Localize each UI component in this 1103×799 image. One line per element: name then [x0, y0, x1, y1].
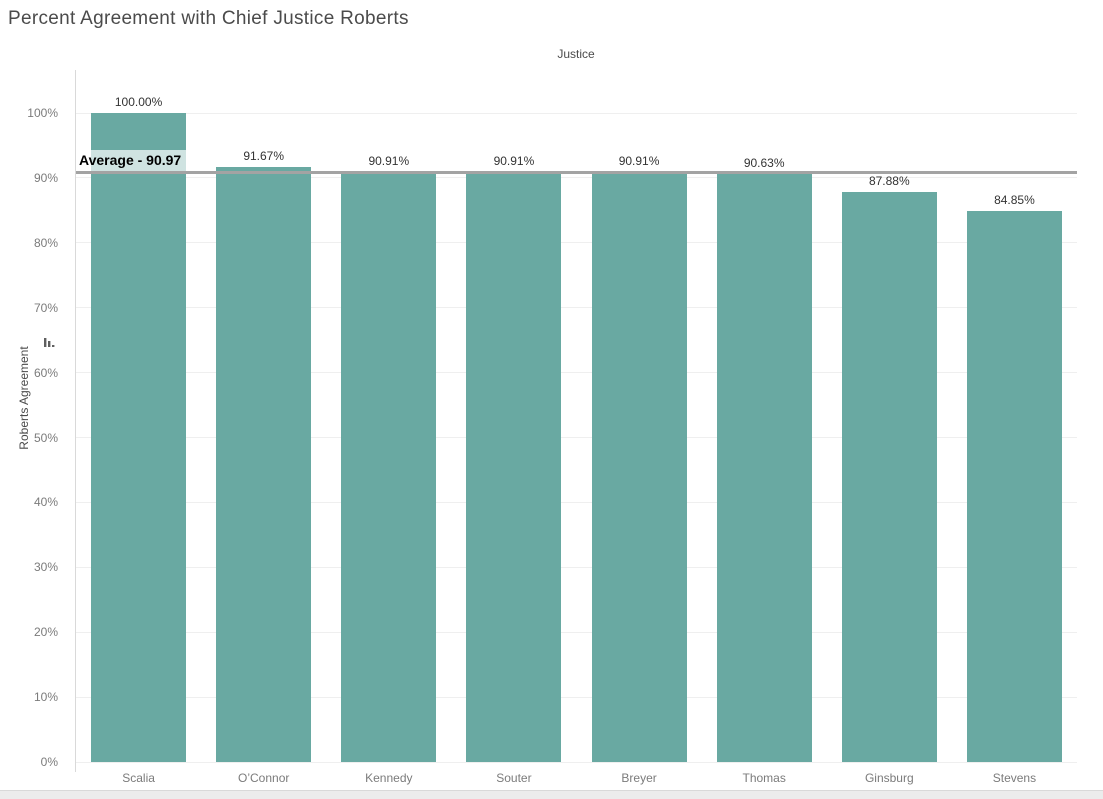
- gridline: [76, 566, 1077, 568]
- x-tick-label: Breyer: [621, 771, 657, 785]
- bar-value-label: 91.67%: [243, 149, 285, 164]
- bar[interactable]: [591, 171, 687, 762]
- x-tick-label: Souter: [496, 771, 532, 785]
- y-tick-label: 60%: [33, 365, 58, 380]
- gridline: [76, 112, 1077, 114]
- x-tick-label: Scalia: [122, 771, 155, 785]
- gridline: [76, 631, 1077, 633]
- x-tick-label: Stevens: [992, 771, 1037, 785]
- bar[interactable]: [716, 173, 812, 762]
- gridline: [76, 242, 1077, 244]
- chart-title: Percent Agreement with Chief Justice Rob…: [8, 8, 409, 29]
- gridline: [76, 696, 1077, 698]
- y-tick-label: 50%: [33, 430, 58, 445]
- average-reference-line: [76, 170, 1077, 174]
- y-tick-label: 20%: [33, 625, 58, 640]
- y-tick-label: 90%: [33, 170, 58, 185]
- x-tick-label: Kennedy: [365, 771, 413, 785]
- y-tick-label: 10%: [33, 690, 58, 705]
- y-tick-label: 70%: [33, 300, 58, 315]
- gridline: [76, 501, 1077, 503]
- bar-value-label: 90.91%: [618, 153, 660, 168]
- bar[interactable]: [466, 171, 562, 762]
- bar-value-label: 87.88%: [868, 173, 910, 188]
- y-tick-label: 80%: [33, 235, 58, 250]
- bar[interactable]: [91, 113, 187, 762]
- bar[interactable]: [216, 167, 312, 762]
- horizontal-scrollbar-track[interactable]: [0, 790, 1103, 799]
- bar-value-label: 90.91%: [368, 153, 410, 168]
- gridline: [76, 372, 1077, 374]
- bar[interactable]: [341, 171, 437, 762]
- bar[interactable]: [841, 191, 937, 762]
- average-reference-label: Average - 90.97: [77, 149, 187, 171]
- bar-value-label: 90.91%: [493, 153, 535, 168]
- bar-value-label: 100.00%: [114, 95, 163, 109]
- gridline: [76, 761, 1077, 763]
- gridline: [76, 437, 1077, 438]
- y-axis-line: [75, 70, 76, 772]
- x-tick-label: Thomas: [742, 771, 786, 785]
- bar-value-label: 90.63%: [743, 155, 785, 170]
- bar-value-label: 84.85%: [994, 193, 1035, 208]
- plot-area: 0% 10% 20% 30% 40% 50% 60% 70% 80% 90% 100% 100.00%…: [27, 70, 1077, 785]
- y-tick-label: 100%: [27, 106, 58, 120]
- x-tick-label: O’Connor: [238, 771, 290, 785]
- sort-descending-icon[interactable]: [43, 336, 56, 349]
- column-field-label: Justice: [557, 47, 595, 61]
- x-tick-label: Ginsburg: [864, 771, 914, 785]
- y-tick-label: 30%: [33, 560, 58, 575]
- gridline: [76, 177, 1077, 179]
- gridline: [76, 307, 1077, 309]
- y-tick-label: 0%: [40, 755, 58, 769]
- y-tick-label: 40%: [33, 495, 58, 510]
- bar[interactable]: [966, 211, 1062, 762]
